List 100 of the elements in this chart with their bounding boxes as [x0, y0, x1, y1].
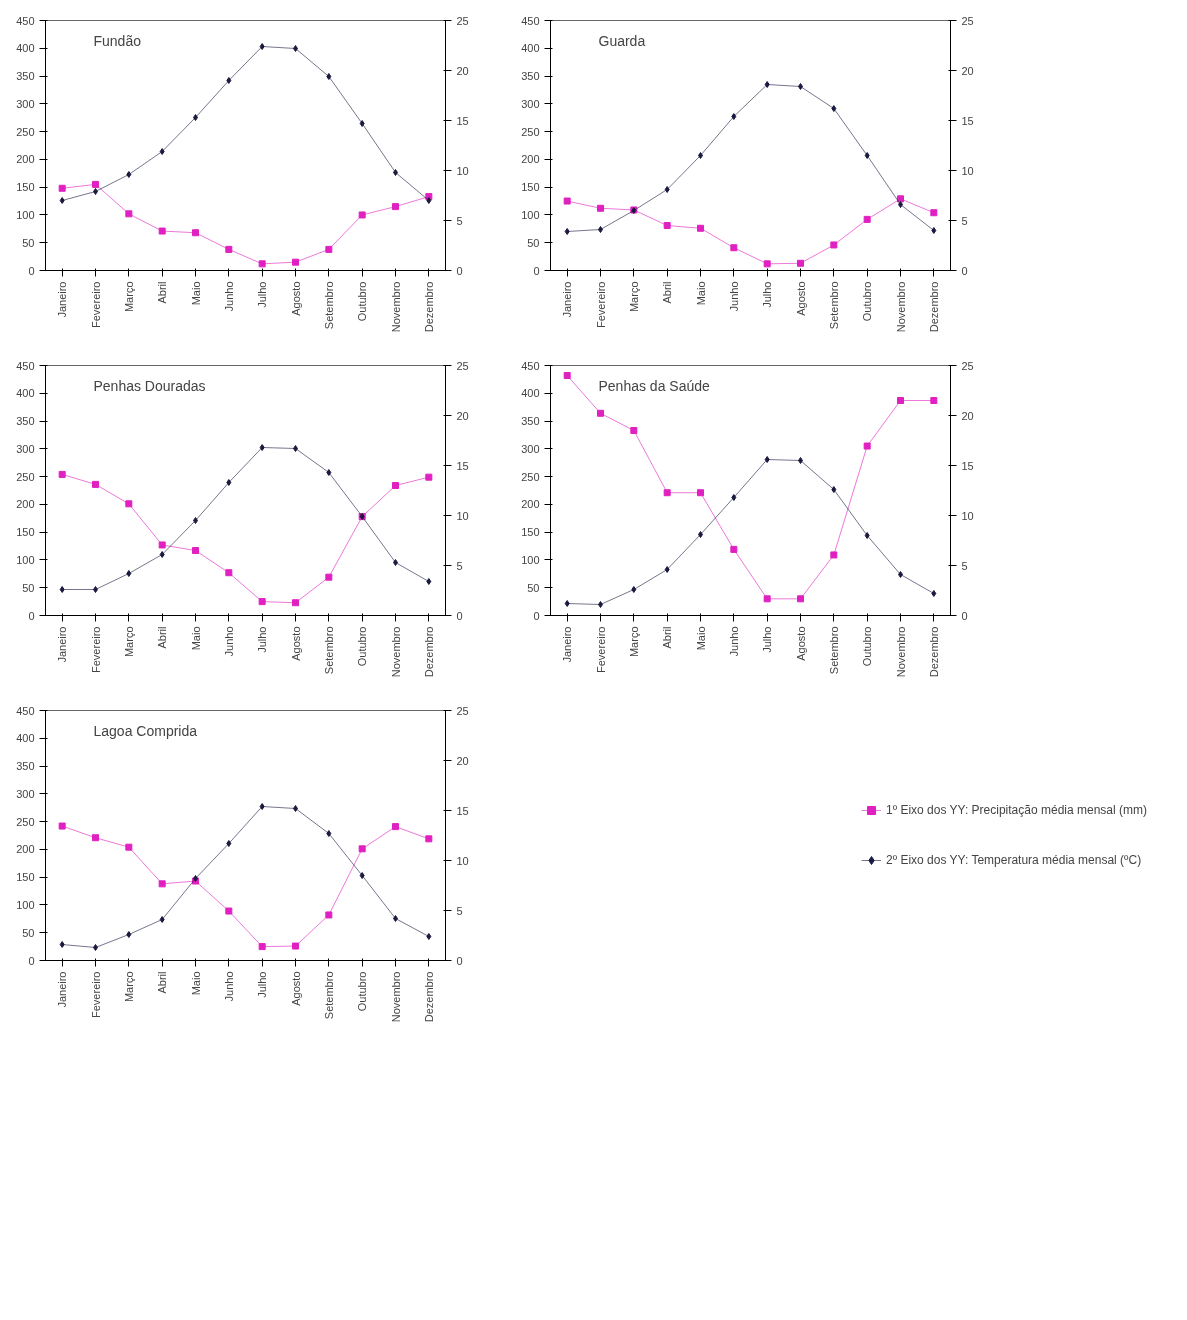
y-tick-label: 200	[521, 498, 540, 511]
x-tick-label: Julho	[256, 626, 269, 653]
y-tick-label: 200	[16, 498, 35, 511]
x-tick-label: Fevereiro	[89, 971, 102, 1018]
y-tick-label: 100	[16, 208, 35, 221]
y-tick-label: 300	[521, 97, 540, 110]
y-tick-label: 200	[16, 843, 35, 856]
y-tick-label: 200	[521, 153, 540, 166]
y2-tick-label: 20	[961, 64, 974, 77]
x-tick-label: Março	[627, 626, 640, 658]
y-tick-label: 400	[521, 42, 540, 55]
y-tick-label: 250	[521, 125, 540, 138]
y-tick-label: 0	[28, 264, 35, 277]
y-tick-label: 0	[28, 609, 35, 622]
y-tick-label: 250	[16, 815, 35, 828]
y-tick-label: 450	[16, 704, 35, 717]
y-tick-label: 150	[521, 181, 540, 194]
y2-tick-label: 15	[961, 459, 974, 472]
x-tick-label: Setembro	[827, 626, 840, 675]
x-tick-label: Dezembro	[422, 626, 435, 678]
y-tick-label: 0	[28, 954, 35, 967]
y-tick-label: 50	[527, 581, 540, 594]
y2-tick-label: 25	[961, 14, 974, 27]
legend-label: 1º Eixo dos YY: Precipitação média mensal (mm)	[886, 803, 1147, 817]
y2-tick-label: 5	[456, 904, 463, 917]
x-tick-label: Março	[122, 626, 135, 658]
y2-tick-label: 20	[456, 409, 469, 422]
x-tick-label: Novembro	[389, 281, 402, 333]
y-tick-label: 200	[16, 153, 35, 166]
x-tick-label: Maio	[694, 281, 707, 306]
x-tick-label: Maio	[189, 971, 202, 996]
legend-label: 2º Eixo dos YY: Temperatura média mensal (ºC)	[886, 853, 1142, 867]
y-tick-label: 350	[521, 415, 540, 428]
y2-tick-label: 25	[456, 359, 469, 372]
y2-tick-label: 0	[961, 609, 968, 622]
x-tick-label: Junho	[222, 971, 235, 1002]
x-tick-label: Fevereiro	[594, 281, 607, 328]
x-tick-label: Outubro	[356, 971, 369, 1012]
x-tick-label: Dezembro	[422, 281, 435, 333]
x-tick-label: Julho	[761, 626, 774, 653]
x-tick-label: Setembro	[322, 971, 335, 1020]
y-tick-label: 350	[16, 760, 35, 773]
y-tick-label: 400	[16, 387, 35, 400]
y-tick-label: 150	[16, 181, 35, 194]
x-tick-label: Junho	[727, 281, 740, 312]
x-tick-label: Maio	[189, 281, 202, 306]
x-tick-label: Julho	[256, 971, 269, 998]
x-tick-label: Agosto	[794, 281, 807, 316]
x-tick-label: Fevereiro	[594, 626, 607, 673]
y2-tick-label: 20	[456, 754, 469, 767]
y2-tick-label: 10	[456, 509, 469, 522]
y-tick-label: 300	[16, 97, 35, 110]
y-tick-label: 450	[16, 359, 35, 372]
x-tick-label: Janeiro	[561, 281, 574, 318]
x-tick-label: Abril	[156, 971, 169, 994]
y-tick-label: 350	[16, 70, 35, 83]
x-tick-label: Setembro	[827, 281, 840, 330]
y2-tick-label: 25	[456, 704, 469, 717]
y2-tick-label: 5	[961, 214, 968, 227]
y2-tick-label: 0	[456, 264, 463, 277]
y2-tick-label: 15	[456, 114, 469, 127]
y-tick-label: 250	[16, 470, 35, 483]
y-tick-label: 50	[22, 236, 35, 249]
x-tick-label: Fevereiro	[89, 281, 102, 328]
y2-tick-label: 25	[961, 359, 974, 372]
y2-tick-label: 10	[456, 854, 469, 867]
x-tick-label: Agosto	[289, 626, 302, 661]
y2-tick-label: 25	[456, 14, 469, 27]
y2-tick-label: 5	[961, 559, 968, 572]
y-tick-label: 100	[521, 553, 540, 566]
x-tick-label: Abril	[156, 281, 169, 304]
x-tick-label: Outubro	[356, 626, 369, 667]
y-tick-label: 0	[533, 609, 540, 622]
x-tick-label: Julho	[761, 281, 774, 308]
y-tick-label: 100	[16, 553, 35, 566]
x-tick-label: Setembro	[322, 626, 335, 675]
y2-tick-label: 15	[456, 459, 469, 472]
x-tick-label: Novembro	[894, 281, 907, 333]
x-tick-label: Novembro	[389, 626, 402, 678]
x-tick-label: Abril	[661, 626, 674, 649]
x-tick-label: Dezembro	[927, 281, 940, 333]
y2-tick-label: 10	[961, 509, 974, 522]
y-tick-label: 450	[521, 14, 540, 27]
y-tick-label: 400	[16, 732, 35, 745]
text: Penhas da Saúde	[598, 377, 711, 394]
text: Penhas Douradas	[93, 377, 206, 394]
x-tick-label: Agosto	[289, 281, 302, 316]
x-tick-label: Janeiro	[56, 971, 69, 1008]
y-tick-label: 50	[22, 926, 35, 939]
x-tick-label: Maio	[694, 626, 707, 651]
x-tick-label: Março	[122, 971, 135, 1003]
y2-tick-label: 15	[961, 114, 974, 127]
y-tick-label: 400	[521, 387, 540, 400]
y-tick-label: 150	[521, 526, 540, 539]
y2-tick-label: 20	[456, 64, 469, 77]
x-tick-label: Julho	[256, 281, 269, 308]
y2-tick-label: 5	[456, 559, 463, 572]
y-tick-label: 300	[521, 442, 540, 455]
y-tick-label: 150	[16, 871, 35, 884]
y-tick-label: 50	[22, 581, 35, 594]
